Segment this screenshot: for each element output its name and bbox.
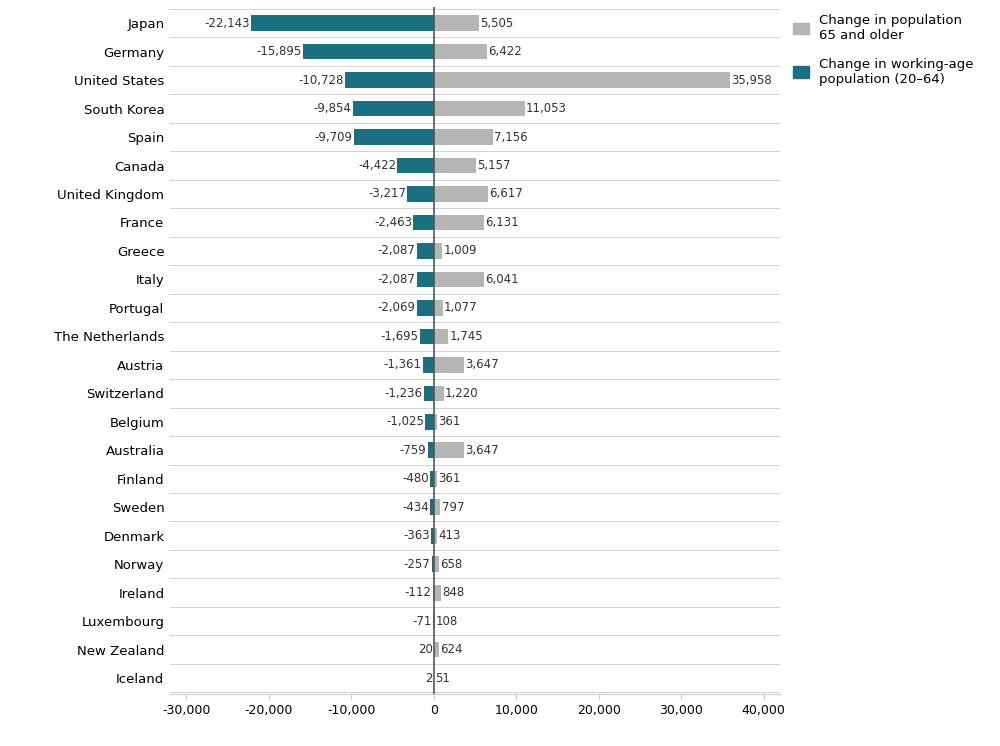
Text: 7,156: 7,156 [494,131,528,143]
Text: 658: 658 [440,558,463,571]
Bar [434,186,488,202]
Bar [434,499,440,515]
Text: 1,220: 1,220 [445,387,479,400]
Text: -2,087: -2,087 [377,273,415,286]
Bar [407,186,434,202]
Bar [417,272,434,287]
Text: 624: 624 [440,643,463,656]
Bar [428,442,434,458]
Text: -71: -71 [413,615,432,627]
Legend: Change in population
65 and older, Change in working-age
population (20–64): Change in population 65 and older, Chang… [793,14,974,86]
Bar [413,215,434,231]
Bar [434,442,464,458]
Text: -2,087: -2,087 [377,245,415,257]
Bar [434,357,464,373]
Text: -1,361: -1,361 [383,358,421,372]
Text: -363: -363 [403,529,430,542]
Text: 2: 2 [425,671,433,685]
Bar [434,157,476,173]
Bar [303,44,434,60]
Text: 51: 51 [435,671,450,685]
Text: 6,131: 6,131 [486,216,519,229]
Bar [434,72,730,88]
Bar [417,243,434,259]
Text: -1,025: -1,025 [386,416,424,428]
Text: 11,053: 11,053 [526,102,567,115]
Text: 1,745: 1,745 [449,330,483,343]
Bar [432,557,434,572]
Text: 108: 108 [436,615,458,627]
Text: 797: 797 [442,501,464,514]
Bar [434,44,487,60]
Text: -257: -257 [404,558,430,571]
Bar [354,129,434,145]
Bar [430,499,434,515]
Bar [353,101,434,116]
Text: -3,217: -3,217 [368,187,406,201]
Text: -4,422: -4,422 [358,159,396,172]
Bar [431,528,434,544]
Text: 20: 20 [418,643,433,656]
Text: -22,143: -22,143 [205,16,250,30]
Text: 361: 361 [438,416,460,428]
Bar [434,243,442,259]
Bar [397,157,434,173]
Text: 413: 413 [438,529,461,542]
Bar [434,528,437,544]
Bar [424,386,434,401]
Bar [420,328,434,344]
Bar [345,72,434,88]
Text: 5,505: 5,505 [480,16,514,30]
Text: 3,647: 3,647 [465,358,499,372]
Text: 1,009: 1,009 [443,245,477,257]
Bar [434,414,437,430]
Text: -9,854: -9,854 [313,102,351,115]
Bar [434,328,448,344]
Bar [434,129,493,145]
Text: -15,895: -15,895 [256,45,302,58]
Text: -434: -434 [402,501,429,514]
Text: 6,041: 6,041 [485,273,518,286]
Text: 5,157: 5,157 [478,159,511,172]
Bar [430,471,434,486]
Bar [434,471,437,486]
Text: 3,647: 3,647 [465,444,499,457]
Text: 848: 848 [442,586,464,599]
Bar [251,15,434,31]
Bar [425,414,434,430]
Text: -1,236: -1,236 [384,387,422,400]
Bar [434,272,484,287]
Bar [434,215,484,231]
Text: -759: -759 [400,444,426,457]
Text: 361: 361 [438,472,460,485]
Text: 1,077: 1,077 [444,301,478,314]
Text: 6,422: 6,422 [488,45,522,58]
Bar [423,357,434,373]
Bar [434,15,479,31]
Bar [434,557,439,572]
Bar [434,386,444,401]
Text: -9,709: -9,709 [315,131,353,143]
Text: -2,069: -2,069 [377,301,415,314]
Bar [434,585,441,601]
Text: -112: -112 [405,586,432,599]
Bar [434,300,443,316]
Bar [417,300,434,316]
Text: -10,728: -10,728 [299,74,344,87]
Text: 6,617: 6,617 [490,187,523,201]
Bar [434,101,525,116]
Text: -1,695: -1,695 [381,330,419,343]
Text: -2,463: -2,463 [374,216,412,229]
Bar [434,642,439,657]
Text: -480: -480 [402,472,429,485]
Text: 35,958: 35,958 [731,74,772,87]
